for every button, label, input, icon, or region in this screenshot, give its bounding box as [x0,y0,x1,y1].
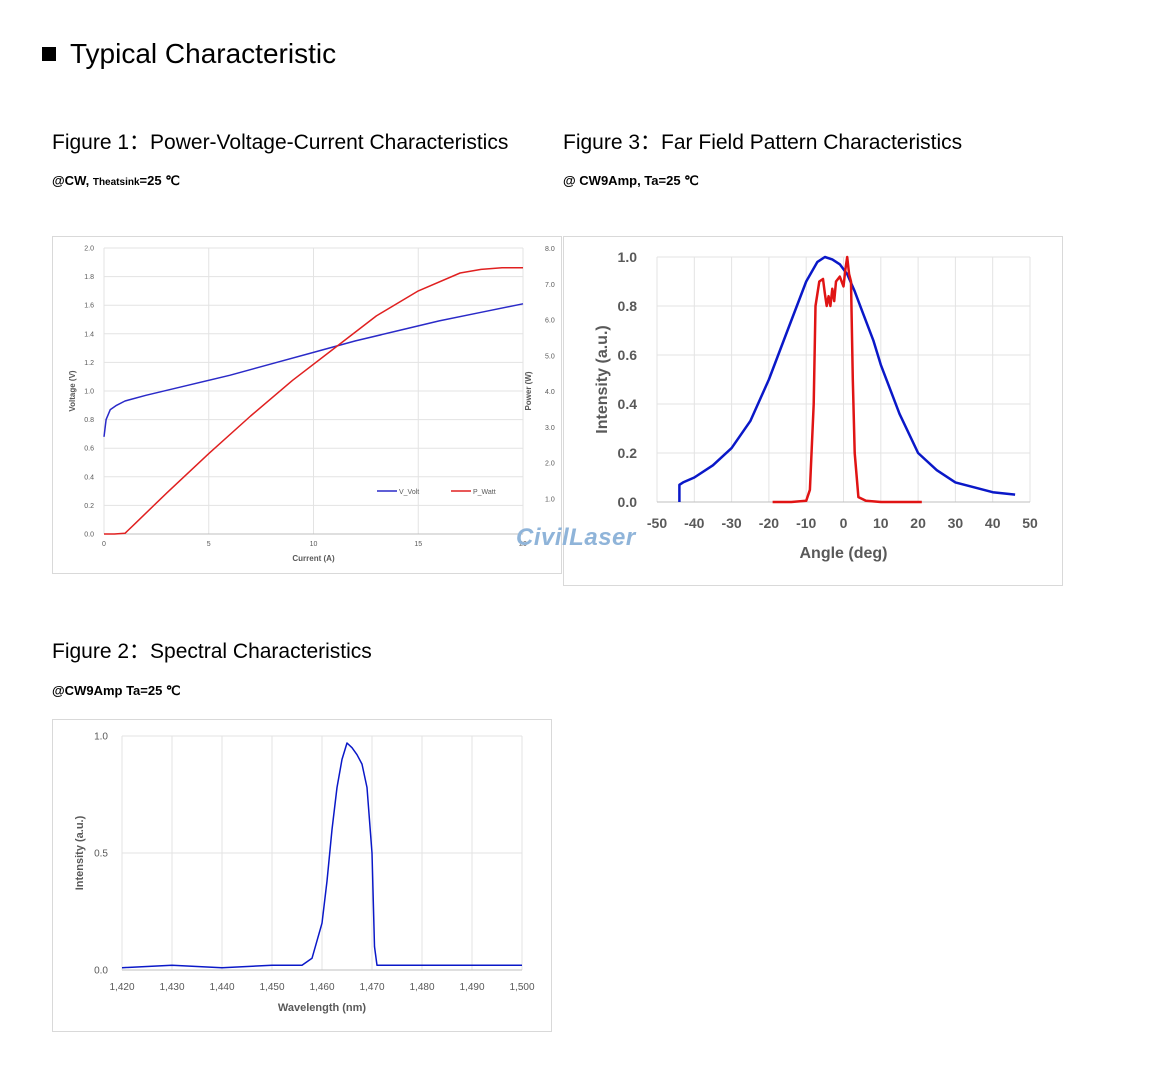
x-tick-label: 1,480 [409,982,434,993]
figure-2-chart: 0.0 0.5 1.0 1,420 1,430 1,440 1,450 1,460 1,470 1… [74,732,535,1015]
y-tick-label: 0.8 [618,298,638,314]
figure-1-chart: 0.0 0.2 0.4 0.6 0.8 1.0 1.2 1.4 1.6 1.8 2.0 0 5 10 15 2… [68,245,555,563]
x-tick-label: 1,430 [159,982,184,993]
y-tick-label: 0.0 [618,494,638,510]
figure-1-cond-prefix: @CW, [52,173,93,188]
y-tick-label: 0.2 [84,503,94,510]
series-line-2 [772,255,922,504]
y2-tick-label: 7.0 [545,282,555,289]
y-tick-label: 0.8 [84,417,94,424]
figure-3-chart: 0.0 0.2 0.4 0.6 0.8 1.0 -50 -40 -30 -20 -10 0 10 20 30… [594,249,1038,562]
figure-2-title: Figure 2：Spectral Characteristics [52,640,372,663]
y-tick-label: 0.0 [84,531,94,538]
x-tick-label: 1,490 [459,982,484,993]
figure-3-chart-frame: 0.0 0.2 0.4 0.6 0.8 1.0 -50 -40 -30 -20 -10 0 10 20 30… [563,236,1063,586]
figure-1-cond-temp: =25 ℃ [139,173,180,188]
x-tick-label: 10 [873,515,889,531]
y-tick-label: 1.6 [84,303,94,310]
x-tick-label: 1,500 [509,982,534,993]
x-tick-label: -30 [721,515,741,531]
figure-2-chart-frame: 0.0 0.5 1.0 1,420 1,430 1,440 1,450 1,460 1,470 1… [52,719,552,1032]
section-title: Typical Characteristic [42,38,336,70]
x-tick-label: 20 [910,515,926,531]
x-tick-label: 0 [840,515,848,531]
x-tick-label: 40 [985,515,1001,531]
y-axis-label: Intensity (a.u.) [74,815,86,890]
watermark-logo: CivilLaser [516,524,636,551]
x-tick-label: 1,450 [259,982,284,993]
x-tick-label: 1,470 [359,982,384,993]
x-axis-label: Wavelength (nm) [278,1002,367,1014]
y2-tick-label: 3.0 [545,425,555,432]
y-tick-label: 1.8 [84,274,94,281]
y-tick-label: 0.5 [94,849,108,860]
y-tick-label: 1.0 [84,388,94,395]
x-tick-label: -40 [684,515,704,531]
y-tick-label: 1.2 [84,360,94,367]
square-bullet-icon [42,47,56,61]
legend-entry: P_Watt [473,489,496,496]
legend-entry: V_Volt [399,489,419,496]
section-title-text: Typical Characteristic [70,38,337,69]
x-axis-label: Angle (deg) [800,545,888,562]
series-line-1 [678,255,1016,502]
y2-tick-label: 6.0 [545,318,555,325]
figure-2-conditions: @CW9Amp Ta=25 ℃ [52,683,181,698]
y2-tick-label: 1.0 [545,496,555,503]
figure-1-cond-heatsink: Theatsink [92,177,140,188]
x-tick-label: 20 [519,541,527,548]
y-tick-label: 0.6 [84,446,94,453]
y2-tick-label: 8.0 [545,246,555,253]
x-tick-label: -50 [647,515,667,531]
y2-tick-label: 2.0 [545,461,555,468]
figure-3-title: Figure 3：Far Field Pattern Characteristi… [563,131,963,154]
y-tick-label: 0.6 [618,347,638,363]
x-tick-label: 1,460 [309,982,334,993]
x-tick-label: 30 [948,515,964,531]
y-tick-label: 0.4 [84,474,94,481]
y2-tick-label: 5.0 [545,353,555,360]
x-tick-label: 1,440 [209,982,234,993]
x-tick-label: 50 [1022,515,1038,531]
figure-1-conditions: @CW, Theatsink=25 ℃ [52,173,180,189]
series-line-v-volt [103,303,524,437]
y-tick-label: 1.0 [94,732,108,743]
y-tick-label: 0.0 [94,966,108,977]
y-tick-label: 0.4 [618,396,638,412]
x-tick-label: -10 [796,515,816,531]
y-tick-label: 0.2 [618,445,638,461]
figure-3-conditions: @ CW9Amp, Ta=25 ℃ [563,173,699,188]
y-tick-label: 2.0 [84,245,94,252]
series-line-p-watt [104,266,523,535]
x-tick-label: 15 [414,541,422,548]
x-tick-label: 5 [207,541,211,548]
x-tick-label: 0 [102,541,106,548]
x-tick-label: 1,420 [109,982,134,993]
y-tick-label: 1.0 [618,249,638,265]
y-axis-label: Intensity (a.u.) [594,325,611,433]
series-line-1 [121,742,522,969]
y2-axis-label: Power (W) [524,371,533,410]
figure-1-chart-frame: 0.0 0.2 0.4 0.6 0.8 1.0 1.2 1.4 1.6 1.8 2.0 0 5 10 15 2… [52,236,562,574]
figure-1-title: Figure 1：Power-Voltage-Current Character… [52,131,509,154]
y-axis-label: Voltage (V) [68,370,77,412]
y2-tick-label: 4.0 [545,389,555,396]
y-tick-label: 1.4 [84,331,94,338]
x-tick-label: -20 [759,515,779,531]
x-tick-label: 10 [310,541,318,548]
x-axis-label: Current (A) [292,554,335,563]
